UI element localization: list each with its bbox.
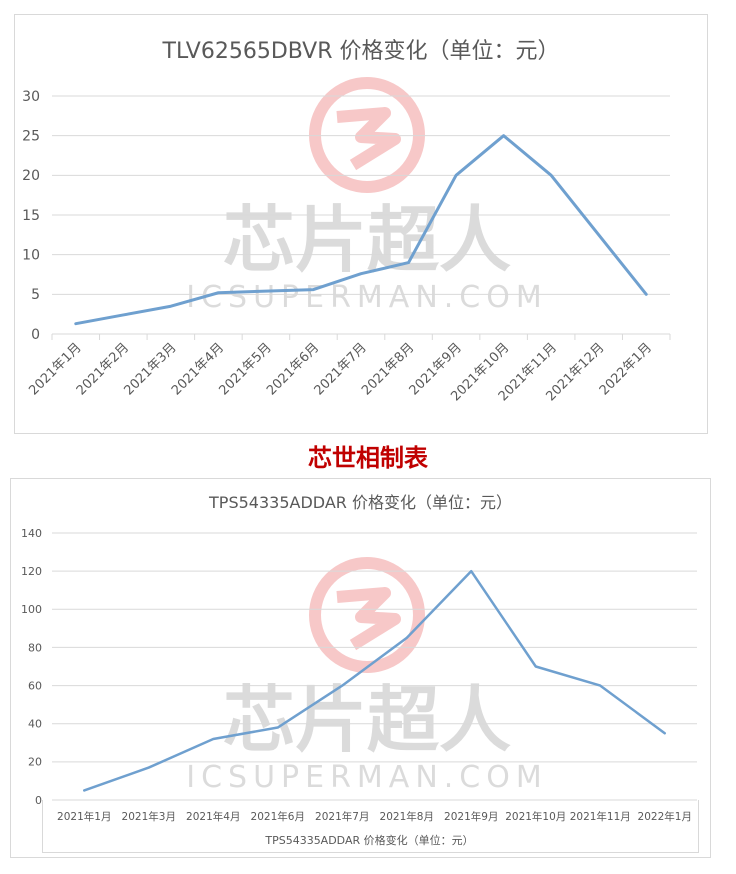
chart-2-x-tick-label: 2021年9月 (444, 810, 498, 823)
chart-2-y-tick-label: 100 (21, 603, 42, 616)
chart-2-x-tick-label: 2021年6月 (251, 810, 305, 823)
chart-2-x-axis-table (42, 800, 699, 853)
chart-2-x-tick-label: 2021年11月 (570, 810, 631, 823)
chart-1-y-tick-label: 0 (31, 327, 40, 343)
chart-2-y-tick-label: 40 (28, 718, 42, 731)
chart-2-x-tick-label: 2021年3月 (122, 810, 176, 823)
watermark-logo-mark (336, 587, 401, 651)
chart-1-y-tick-label: 10 (22, 248, 40, 264)
watermark-subtext: ICSUPERMAN.COM (186, 760, 548, 795)
chart-1-y-tick-label: 20 (22, 168, 40, 184)
chart-2-y-tick-label: 0 (35, 794, 42, 807)
chart-1-y-tick-label: 25 (22, 129, 40, 145)
chart-1-y-tick-label: 30 (22, 89, 40, 105)
chart-2-y-tick-label: 140 (21, 527, 42, 540)
watermark-text: 芯片超人 (223, 198, 511, 282)
chart-1-y-tick-label: 15 (22, 208, 40, 224)
watermark-text: 芯片超人 (223, 678, 511, 762)
watermark-logo-mark (336, 107, 401, 171)
chart-2-x-tick-label: 2021年1月 (57, 810, 111, 823)
chart-1-y-tick-label: 5 (31, 287, 40, 303)
chart-2-x-tick-label: 2021年4月 (186, 810, 240, 823)
source-caption: 芯世相制表 (308, 444, 428, 472)
chart-2-y-tick-label: 80 (28, 641, 42, 654)
chart-2-y-tick-label: 120 (21, 565, 42, 578)
chart-2-title: TPS54335ADDAR 价格变化（单位：元） (209, 493, 512, 512)
watermark-logo-icon (309, 77, 425, 193)
chart-2-x-tick-label: 2021年8月 (380, 810, 434, 823)
chart-2-x-axis-title: TPS54335ADDAR 价格变化（单位：元） (265, 834, 474, 847)
chart-2-y-tick-label: 20 (28, 756, 42, 769)
chart-2-series-line (83, 569, 666, 792)
chart-2-x-tick-label: 2022年1月 (638, 810, 692, 823)
chart-2-y-tick-label: 60 (28, 679, 42, 692)
chart-2-x-tick-label: 2021年10月 (505, 810, 566, 823)
watermark-subtext: ICSUPERMAN.COM (186, 280, 548, 315)
chart-1-title: TLV62565DBVR 价格变化（单位：元） (162, 39, 560, 64)
chart-2-x-tick-label: 2021年7月 (315, 810, 369, 823)
